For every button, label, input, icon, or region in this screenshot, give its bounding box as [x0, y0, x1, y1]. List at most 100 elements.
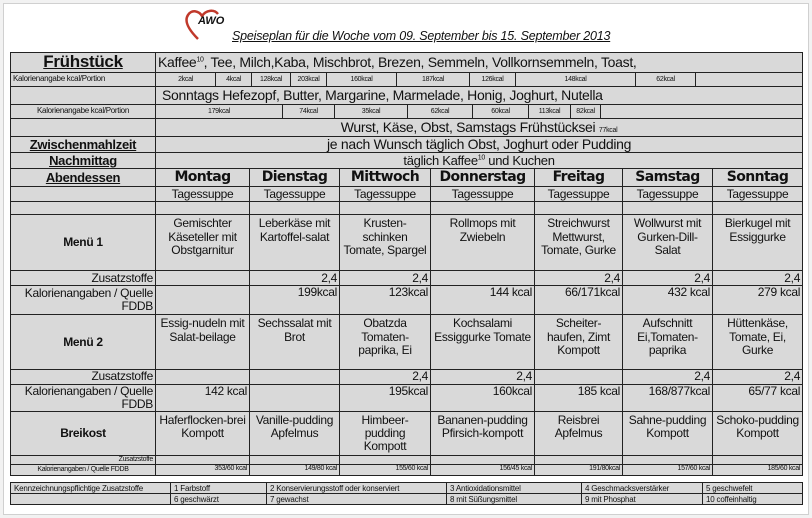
- zusatz-value: [622, 454, 713, 465]
- kcal-label: Kalorienangaben / Quelle FDDB: [10, 285, 156, 316]
- menu-item: Himbeer-pudding Kompott: [339, 410, 431, 456]
- kcal-value: 128kcal: [252, 73, 291, 86]
- menu-item: Essig-nudeln mit Salat-beilage: [155, 314, 250, 371]
- empty-cell: [339, 201, 431, 216]
- day-header-sonntag: Sonntag: [711, 168, 804, 188]
- breakfast-kcal-row2: 179kcal 74kcal 35kcal 62kcal 60kcal 113kcal 82…: [154, 104, 804, 119]
- empty-cell: [622, 201, 713, 216]
- kcal-value: 160kcal: [327, 73, 397, 86]
- nachmittag-text: täglich Kaffee10 und Kuchen: [154, 152, 804, 170]
- kcal-value: 185 kcal: [534, 383, 623, 412]
- zusatz-label: Zusatzstoffe: [10, 369, 156, 385]
- menu1-label: Menü 1: [10, 214, 156, 272]
- menu-item: Vanille-pudding Apfelmus: [249, 410, 340, 456]
- kcal-value: 157/60 kcal: [622, 463, 713, 476]
- abend-label: Abendessen: [10, 168, 156, 188]
- day-header-freitag: Freitag: [534, 168, 623, 188]
- zusatz-value: [339, 454, 431, 465]
- soup-cell: Tagessuppe: [430, 186, 535, 203]
- zusatz-label: Zusatzstoffe: [10, 454, 156, 465]
- soup-cell: Tagessuppe: [622, 186, 713, 203]
- legend-item: 1 Farbstoff: [170, 482, 267, 494]
- empty-cell: [711, 201, 804, 216]
- breikost-label: Breikost: [10, 410, 156, 456]
- zusatz-value: [711, 454, 804, 465]
- menu-table: Frühstück Kaffee10, Tee, Milch,Kaba, Mis…: [10, 52, 804, 476]
- menu-item: Wollwurst mit Gurken-Dill-Salat: [622, 214, 713, 272]
- nachmittag-label: Nachmittag: [10, 152, 156, 170]
- menu-item: Obatzda Tomaten-paprika, Ei: [339, 314, 431, 371]
- kcal-value: 82kcal: [571, 105, 601, 118]
- zusatz-value: [155, 270, 250, 287]
- logo-text: AWO: [198, 15, 225, 27]
- awo-heart-logo: [185, 9, 219, 40]
- empty-cell: [534, 201, 623, 216]
- kcal-value: 179kcal: [157, 105, 283, 118]
- kcal-value: 195kcal: [339, 383, 431, 412]
- menu-item: Aufschnitt Ei,Tomaten-paprika: [622, 314, 713, 371]
- kcal-value: 203kcal: [291, 73, 327, 86]
- zusatz-value: [430, 454, 535, 465]
- menu-item: Scheiter-haufen, Zimt Kompott: [534, 314, 623, 371]
- soup-cell: Tagessuppe: [711, 186, 804, 203]
- menu-item: Kochsalami Essiggurke Tomate: [430, 314, 535, 371]
- menu-item: Gemischter Käseteller mit Obstgarnitur: [155, 214, 250, 272]
- breakfast-line1: Kaffee10, Tee, Milch,Kaba, Mischbrot, Br…: [154, 52, 804, 73]
- kcal-value: 144 kcal: [430, 285, 535, 316]
- kcal-value: 432 kcal: [622, 285, 713, 316]
- kcal-value: 148kcal: [516, 73, 636, 86]
- menu-item: Sechssalat mit Brot: [249, 314, 340, 371]
- kcal-value: 62kcal: [408, 105, 473, 118]
- menu-item: Hüttenkäse, Tomate, Ei, Gurke: [711, 314, 804, 371]
- legend-item: 9 mit Phosphat: [581, 493, 703, 505]
- kcal-value: 74kcal: [283, 105, 335, 118]
- day-header-dienstag: Dienstag: [249, 168, 340, 188]
- soup-cell: Tagessuppe: [155, 186, 250, 203]
- zwischen-label: Zwischenmahlzeit: [10, 135, 156, 154]
- menu-item: Leberkäse mit Kartoffel-salat: [249, 214, 340, 272]
- menu-item: Haferflocken-brei Kompott: [155, 410, 250, 456]
- zusatz-value: 2,4: [339, 369, 431, 385]
- soup-cell: Tagessuppe: [534, 186, 623, 203]
- kcal-value: 199kcal: [249, 285, 340, 316]
- zusatz-value: 2,4: [622, 270, 713, 287]
- kcal-value: 126kcal: [470, 73, 516, 86]
- zusatz-value: [534, 454, 623, 465]
- breakfast-line2: Sonntags Hefezopf, Butter, Margarine, Ma…: [154, 86, 804, 105]
- menu-item: Bierkugel mit Essiggurke: [711, 214, 804, 272]
- kcal-value: 123kcal: [339, 285, 431, 316]
- kcal-value: 66/171kcal: [534, 285, 623, 316]
- menu-item: Krusten-schinken Tomate, Spargel: [339, 214, 431, 272]
- soup-cell: Tagessuppe: [249, 186, 340, 203]
- breakfast-label: Frühstück: [10, 52, 156, 73]
- menu-item: Bananen-pudding Pfirsich-kompott: [430, 410, 535, 456]
- breakfast-kcal-row1: 2kcal 4kcal 128kcal 203kcal 160kcal 187kcal 12…: [154, 72, 804, 87]
- zusatz-value: [249, 369, 340, 385]
- kcal-value: 160kcal: [430, 383, 535, 412]
- page-title: Speiseplan für die Woche vom 09. Septemb…: [232, 29, 611, 43]
- zusatz-value: 2,4: [534, 270, 623, 287]
- legend-item: 2 Konservierungsstoff oder konserviert: [266, 482, 447, 494]
- zusatz-value: [249, 454, 340, 465]
- kcal-label: Kalorienangabe kcal/Portion: [10, 104, 156, 119]
- day-header-donnerstag: Donnerstag: [430, 168, 535, 188]
- kcal-value: 65/77 kcal: [711, 383, 804, 412]
- kcal-value: 142 kcal: [155, 383, 250, 412]
- kcal-label: Kalorienangaben / Quelle FDDB: [10, 463, 156, 476]
- kcal-value: 156/45 kcal: [430, 463, 535, 476]
- zusatz-label: Zusatzstoffe: [10, 270, 156, 287]
- kcal-value: 191/80kcal: [534, 463, 623, 476]
- kcal-value: 60kcal: [473, 105, 529, 118]
- kcal-value: [249, 383, 340, 412]
- kcal-value: [155, 285, 250, 316]
- legend-item: 7 gewachst: [266, 493, 447, 505]
- zusatz-value: 2,4: [711, 369, 804, 385]
- menu2-label: Menü 2: [10, 314, 156, 371]
- zusatz-value: 2,4: [711, 270, 804, 287]
- legend-item: 3 Antioxidationsmittel: [446, 482, 582, 494]
- day-header-samstag: Samstag: [622, 168, 713, 188]
- zwischen-text: je nach Wunsch täglich Obst, Joghurt ode…: [154, 135, 804, 154]
- kcal-value: 185/60 kcal: [711, 463, 804, 476]
- soup-cell: Tagessuppe: [339, 186, 431, 203]
- zusatz-value: 2,4: [339, 270, 431, 287]
